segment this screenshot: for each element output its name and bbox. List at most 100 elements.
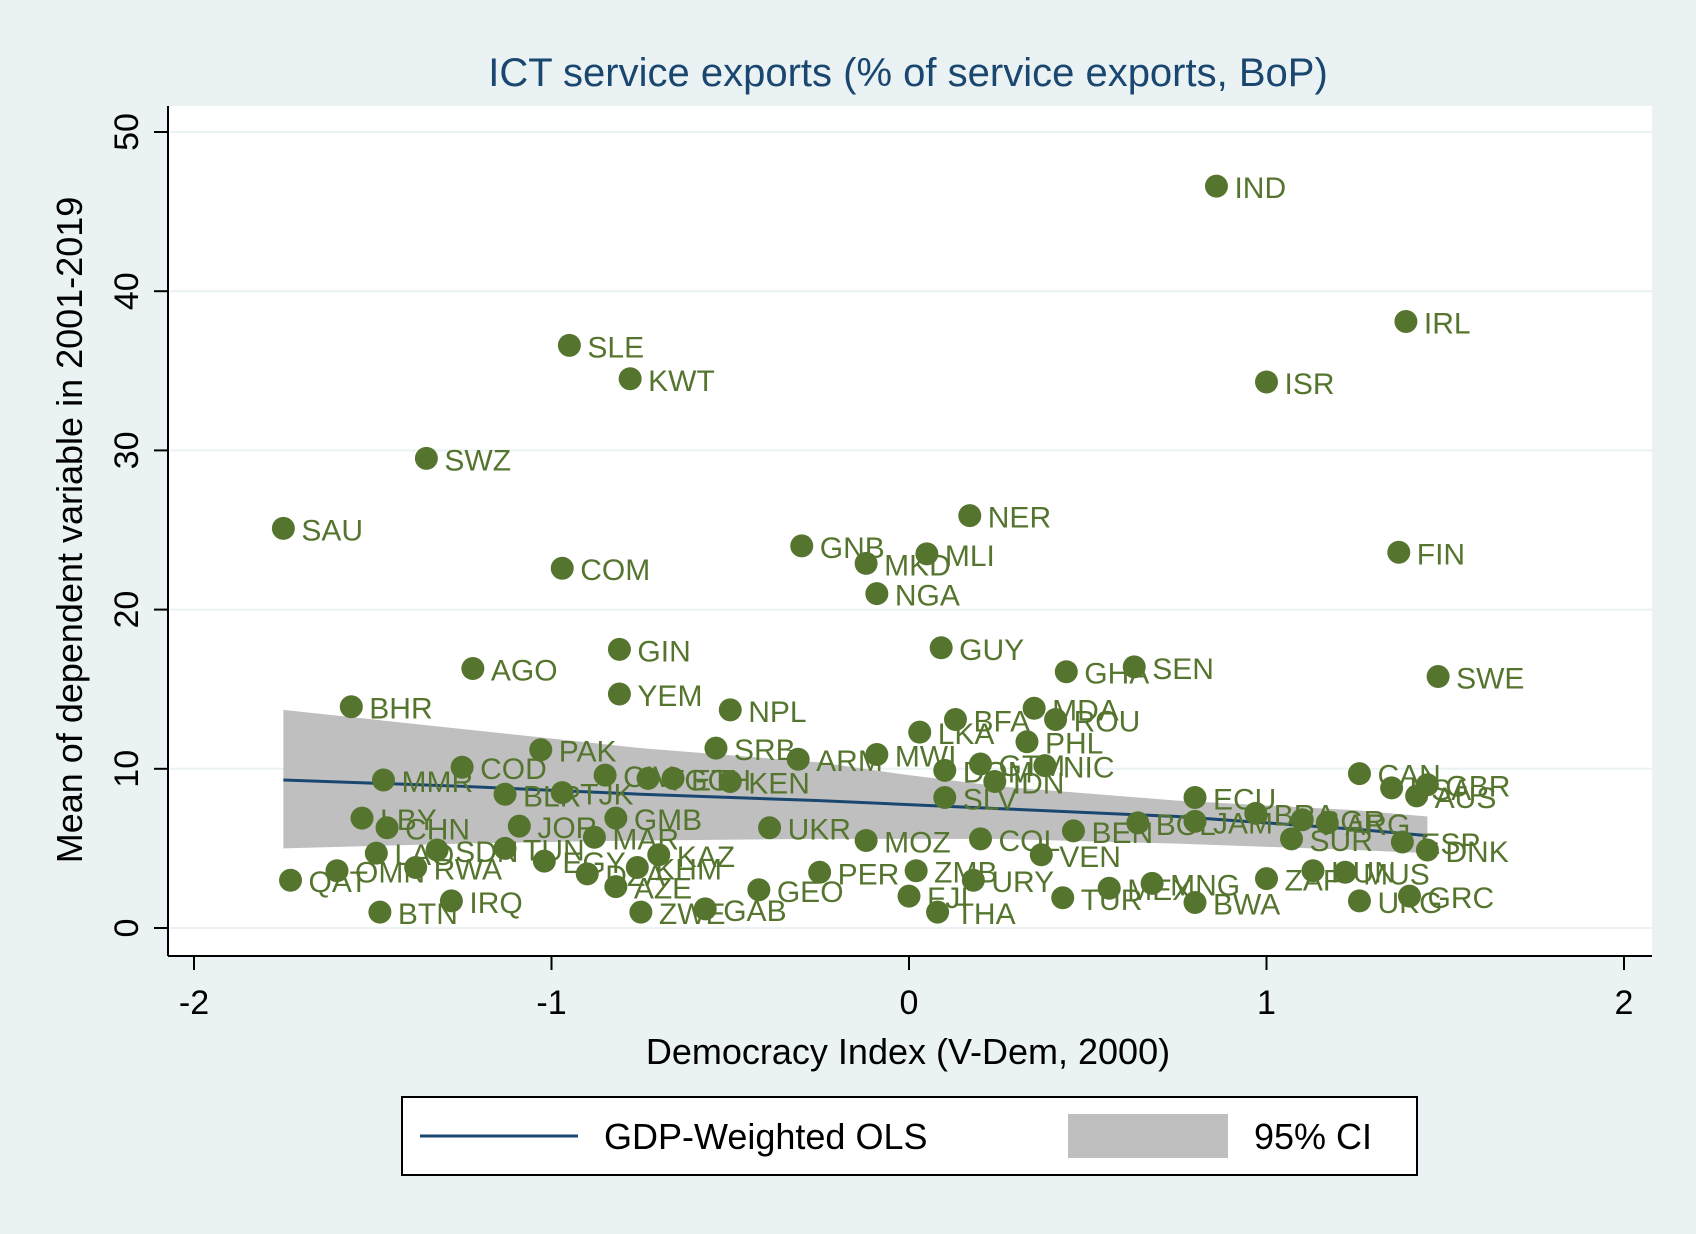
data-point: BTN <box>368 898 458 931</box>
point-label: LKA <box>938 718 995 751</box>
data-point: GBR <box>1415 771 1510 804</box>
point-marker <box>625 856 649 880</box>
y-tick-label: 0 <box>108 919 146 938</box>
data-point: COM <box>550 554 650 587</box>
point-marker <box>1390 830 1414 854</box>
data-point: PAK <box>529 736 617 769</box>
point-marker <box>371 768 395 792</box>
point-marker <box>439 889 463 913</box>
point-marker <box>693 897 717 921</box>
data-point: GUY <box>929 634 1024 667</box>
point-label: MMR <box>401 766 473 799</box>
y-axis-label: Mean of dependent variable in 2001-2019 <box>49 197 90 864</box>
point-label: UKR <box>788 814 851 847</box>
point-label: RWA <box>434 854 502 887</box>
point-marker <box>1255 867 1278 891</box>
point-marker <box>1398 884 1421 908</box>
data-point: MMR <box>371 766 473 799</box>
data-point: TJK <box>550 779 634 812</box>
data-point: GAB <box>693 895 787 928</box>
point-marker <box>933 785 957 809</box>
point-marker <box>550 556 574 580</box>
legend-ci-label: 95% CI <box>1254 1116 1372 1157</box>
data-point: KWT <box>618 365 715 398</box>
point-marker <box>854 828 878 852</box>
y-tick-label: 20 <box>108 591 146 629</box>
point-label: PHL <box>1045 728 1103 761</box>
point-label: PER <box>838 858 900 891</box>
point-label: ISR <box>1285 368 1335 401</box>
point-marker <box>629 900 653 924</box>
point-marker <box>1140 871 1164 895</box>
y-axis-ticks: 0 10 20 30 40 50 <box>108 113 168 937</box>
point-label: AGO <box>491 655 558 688</box>
y-tick-label: 30 <box>108 431 146 469</box>
data-point: AZE <box>604 873 692 906</box>
point-label: KEN <box>748 768 810 801</box>
point-marker <box>1315 811 1339 835</box>
point-marker <box>1204 174 1228 198</box>
data-point: SWE <box>1426 662 1524 695</box>
point-label: IRQ <box>469 887 522 920</box>
point-marker <box>618 367 642 391</box>
x-axis-label: Democracy Index (V-Dem, 2000) <box>646 1031 1170 1072</box>
point-label: NPL <box>748 696 806 729</box>
point-marker <box>718 770 742 794</box>
data-point: HUN <box>1301 857 1396 890</box>
point-marker <box>897 884 921 908</box>
point-marker <box>790 534 814 558</box>
data-point: NER <box>958 502 1051 535</box>
data-point: URY <box>961 866 1054 899</box>
x-tick-label: -1 <box>536 984 566 1022</box>
point-marker <box>593 763 617 787</box>
point-marker <box>507 814 531 838</box>
point-label: GEO <box>777 876 844 909</box>
point-marker <box>1022 696 1046 720</box>
point-marker <box>529 738 553 762</box>
data-point: COL <box>969 825 1060 858</box>
point-marker <box>1061 819 1085 843</box>
data-point: GEO <box>747 876 844 909</box>
data-point: FJI <box>897 882 969 915</box>
point-label: BHR <box>369 693 432 726</box>
point-label: SLE <box>587 331 644 364</box>
point-marker <box>929 636 953 660</box>
point-label: AZE <box>634 873 692 906</box>
data-point: MUS <box>1333 858 1430 891</box>
point-marker <box>1380 776 1404 800</box>
data-point: PER <box>808 858 899 891</box>
point-marker <box>747 878 771 902</box>
data-point: BLR <box>493 780 581 813</box>
point-marker <box>943 707 967 731</box>
data-point: AGO <box>461 655 558 688</box>
point-marker <box>604 806 628 830</box>
point-marker <box>279 868 303 892</box>
data-point: GRC <box>1398 882 1494 915</box>
point-marker <box>1347 762 1371 786</box>
point-marker <box>607 682 631 706</box>
point-marker <box>325 859 349 883</box>
point-label: DNK <box>1445 836 1508 869</box>
point-label: GRC <box>1428 882 1495 915</box>
point-marker <box>904 859 928 883</box>
data-point: MLI <box>915 540 995 573</box>
point-marker <box>758 816 782 840</box>
data-point: MKD <box>854 549 951 582</box>
data-point: COD <box>450 753 547 786</box>
y-tick-label: 10 <box>108 750 146 788</box>
data-point: SLE <box>557 331 644 364</box>
point-label: SWE <box>1456 662 1524 695</box>
data-point: ISR <box>1255 368 1335 401</box>
point-label: PAK <box>559 736 617 769</box>
point-marker <box>575 862 599 886</box>
point-marker <box>636 766 660 790</box>
data-point: KEN <box>718 768 810 801</box>
point-label: COD <box>480 753 547 786</box>
point-label: KHM <box>655 854 722 887</box>
data-point: BHR <box>339 693 433 726</box>
point-label: NIC <box>1063 752 1115 785</box>
y-tick-label: 40 <box>108 272 146 310</box>
point-label: ARM <box>816 745 883 778</box>
point-marker <box>404 856 428 880</box>
